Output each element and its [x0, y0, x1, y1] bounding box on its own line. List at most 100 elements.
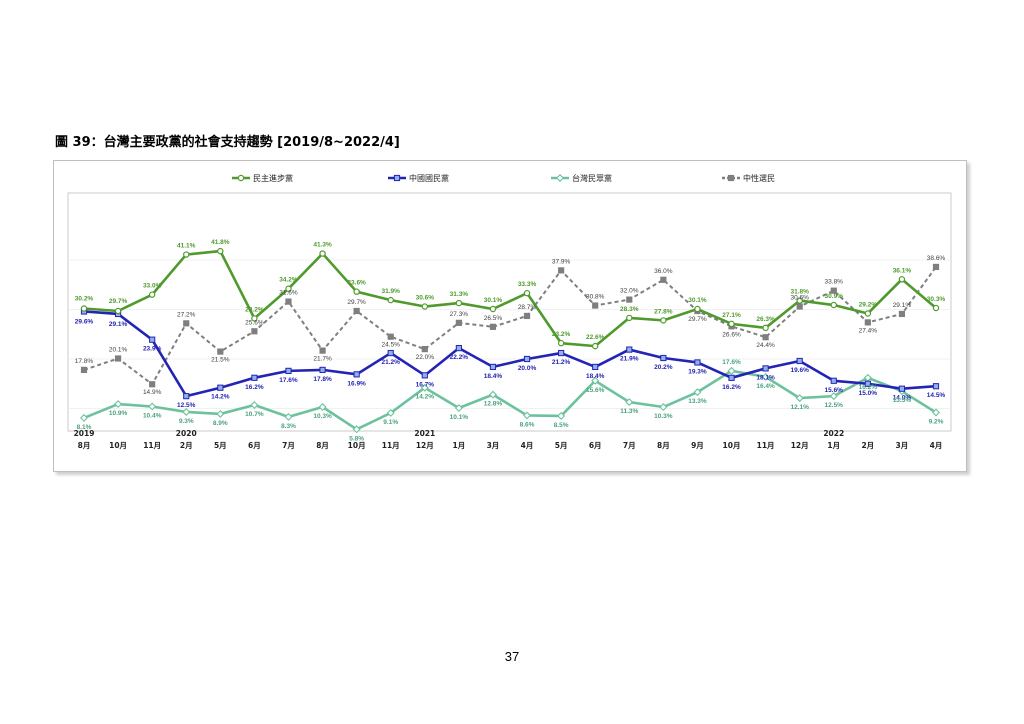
data-label-s1-22: 15.6%	[825, 387, 844, 394]
data-label-s3-3: 27.2%	[177, 311, 196, 318]
point-s3-12	[489, 323, 497, 330]
data-label-s0-23: 29.2%	[859, 301, 878, 308]
data-label-s2-23: 16.2%	[859, 384, 878, 391]
data-label-s3-12: 26.5%	[484, 315, 503, 322]
data-label-s0-11: 31.3%	[450, 291, 469, 298]
point-s0-2	[148, 291, 156, 298]
point-s0-25	[932, 304, 940, 312]
tick-label-month: 5月	[555, 441, 568, 450]
point-s1-22	[830, 377, 837, 384]
data-label-s3-21: 30.6%	[790, 295, 809, 302]
page-number: 37	[504, 649, 520, 664]
data-label-s3-7: 21.7%	[313, 356, 332, 363]
data-label-s3-17: 36.0%	[654, 268, 673, 275]
legend-marker-0	[237, 174, 245, 182]
data-label-s1-11: 22.2%	[450, 354, 469, 361]
point-s1-16	[626, 346, 633, 353]
series-lines	[83, 249, 937, 431]
data-label-s0-18: 30.1%	[688, 297, 707, 304]
line-chart: 民主進步黨 中國國民黨 台灣民眾黨 中性選民 30.2% 29.7% 33.0% 41.1%…	[67, 173, 952, 450]
point-s1-14	[558, 349, 565, 357]
data-label-s0-5: 28.2%	[245, 306, 264, 313]
tick-label-month: 12月	[416, 441, 434, 450]
point-s1-13	[523, 355, 531, 363]
point-s0-20	[762, 324, 769, 332]
data-label-s3-10: 22.0%	[416, 354, 435, 361]
data-label-s1-20: 18.1%	[756, 374, 775, 381]
tick-label-month: 10月	[723, 441, 741, 450]
point-s0-18	[694, 305, 701, 313]
data-label-s3-13: 28.7%	[518, 304, 537, 311]
point-s2-8	[352, 425, 361, 434]
data-label-s2-12: 12.8%	[484, 401, 503, 408]
data-label-s2-10: 14.2%	[416, 394, 435, 401]
point-s2-19	[727, 366, 736, 375]
data-label-s1-2: 23.9%	[143, 346, 162, 353]
point-s3-15	[592, 302, 599, 309]
point-s2-15	[591, 376, 600, 385]
point-s3-5	[251, 328, 258, 335]
point-s0-16	[626, 314, 633, 322]
data-label-s2-17: 10.3%	[654, 413, 673, 420]
data-label-s3-5: 25.6%	[245, 319, 264, 326]
data-label-s1-14: 21.2%	[552, 359, 571, 366]
point-s3-0	[80, 366, 88, 373]
point-s2-20	[761, 372, 770, 381]
data-label-s1-21: 19.6%	[790, 367, 809, 374]
series-line-0	[83, 249, 937, 348]
data-label-s0-24: 36.1%	[893, 267, 912, 274]
tick-label-month: 2月	[861, 441, 874, 450]
series-line-1	[83, 310, 937, 398]
data-label-s2-7: 10.3%	[313, 413, 332, 420]
data-label-s2-4: 8.9%	[213, 420, 228, 427]
point-s3-6	[285, 298, 292, 305]
legend-label-1: 中國國民黨	[409, 173, 449, 183]
point-s0-7	[319, 250, 326, 257]
point-s1-7	[319, 366, 326, 373]
point-s3-22	[830, 287, 837, 294]
data-label-s0-3: 41.1%	[177, 243, 196, 250]
data-label-s1-18: 19.3%	[688, 368, 707, 375]
point-s2-13	[523, 411, 532, 420]
point-s0-23	[864, 310, 872, 317]
point-s2-16	[625, 398, 634, 407]
tick-label-month: 1月	[827, 441, 840, 450]
point-s0-0	[80, 305, 88, 312]
data-label-s3-20: 24.4%	[756, 342, 775, 349]
data-label-s2-19: 17.6%	[722, 359, 741, 366]
tick-label-month: 7月	[282, 441, 295, 450]
figure-caption: 圖 39：台灣主要政黨的社會支持趨勢 [2019/8~2022/4]	[55, 135, 400, 150]
data-label-s1-15: 18.4%	[586, 373, 605, 380]
tick-label-month: 11月	[382, 441, 400, 450]
tick-label-month: 8月	[657, 441, 670, 450]
point-s2-0	[80, 413, 88, 422]
point-s3-16	[626, 296, 633, 303]
point-s2-6	[284, 412, 293, 421]
chart-frame: 民主進步黨 中國國民黨 台灣民眾黨 中性選民 30.2% 29.7% 33.0% 41.1%…	[53, 160, 967, 472]
point-s3-13	[523, 312, 531, 320]
point-s3-21	[796, 303, 803, 310]
point-s3-24	[898, 310, 906, 318]
point-s3-14	[558, 267, 565, 274]
tick-label-month: 3月	[896, 441, 909, 450]
point-s0-1	[114, 307, 122, 315]
point-s2-25	[932, 408, 940, 417]
data-label-s2-5: 10.7%	[245, 411, 264, 418]
x-axis: 8月 10月 11月 2月 5月 6月 7月 8月 10月 11月 12月 1月 3月 4月 5月 6月 7月 8…	[74, 429, 943, 450]
tick-label-month: 12月	[791, 441, 809, 450]
data-label-s3-11: 27.3%	[450, 311, 469, 318]
point-s3-3	[183, 320, 190, 327]
data-label-s2-22: 12.5%	[825, 402, 844, 409]
data-label-s0-7: 41.3%	[313, 242, 332, 249]
point-s2-18	[693, 388, 702, 397]
tick-label-year: 2019	[74, 429, 95, 438]
point-s0-21	[796, 297, 803, 304]
data-label-s2-18: 13.3%	[688, 398, 707, 405]
tick-label-month: 11月	[757, 441, 775, 450]
gridlines	[68, 259, 951, 409]
data-label-s0-9: 31.9%	[382, 288, 401, 295]
point-s2-17	[659, 403, 668, 411]
tick-label-month: 7月	[623, 441, 636, 450]
point-s0-13	[523, 289, 531, 297]
point-s1-18	[694, 359, 701, 366]
